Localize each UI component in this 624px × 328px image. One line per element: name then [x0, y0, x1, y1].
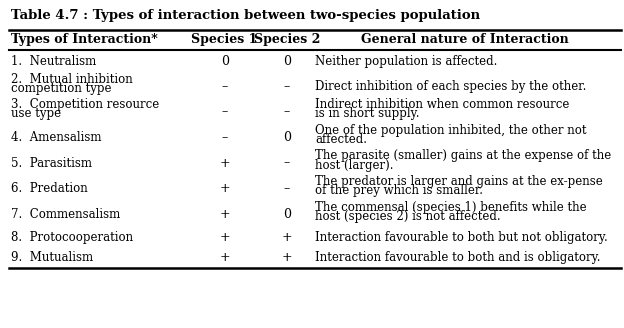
Text: –: – [222, 105, 228, 118]
Text: Species 2: Species 2 [254, 33, 320, 46]
Text: 0: 0 [283, 208, 291, 221]
Text: 8.  Protocooperation: 8. Protocooperation [11, 231, 134, 244]
Text: 0: 0 [221, 55, 228, 68]
Text: Interaction favourable to both but not obligatory.: Interaction favourable to both but not o… [315, 231, 608, 244]
Text: host (larger).: host (larger). [315, 158, 394, 172]
Text: 0: 0 [283, 131, 291, 144]
Text: Table 4.7 : Types of interaction between two-species population: Table 4.7 : Types of interaction between… [11, 9, 480, 22]
Text: +: + [219, 156, 230, 170]
Text: 2.  Mutual inhibition: 2. Mutual inhibition [11, 72, 133, 86]
Text: +: + [219, 182, 230, 195]
Text: The predator is larger and gains at the ex-pense: The predator is larger and gains at the … [315, 175, 603, 188]
Text: –: – [284, 105, 290, 118]
Text: of the prey which is smaller.: of the prey which is smaller. [315, 184, 483, 197]
Text: Direct inhibition of each species by the other.: Direct inhibition of each species by the… [315, 80, 587, 93]
Text: 3.  Competition resource: 3. Competition resource [11, 98, 160, 111]
Text: The parasite (smaller) gains at the expense of the: The parasite (smaller) gains at the expe… [315, 149, 612, 162]
Text: One of the population inhibited, the other not: One of the population inhibited, the oth… [315, 124, 587, 137]
Text: affected.: affected. [315, 133, 367, 146]
Text: –: – [222, 131, 228, 144]
Text: use type: use type [11, 107, 61, 120]
Text: +: + [281, 231, 293, 244]
Text: 9.  Mutualism: 9. Mutualism [11, 251, 94, 264]
Text: Types of Interaction*: Types of Interaction* [11, 33, 158, 46]
Text: Neither population is affected.: Neither population is affected. [315, 55, 497, 68]
Text: The commensal (species 1) benefits while the: The commensal (species 1) benefits while… [315, 200, 587, 214]
Text: +: + [219, 208, 230, 221]
Text: 5.  Parasitism: 5. Parasitism [11, 156, 92, 170]
Text: 1.  Neutralism: 1. Neutralism [11, 55, 97, 68]
Text: 4.  Amensalism: 4. Amensalism [11, 131, 102, 144]
Text: +: + [281, 251, 293, 264]
Text: +: + [219, 251, 230, 264]
Text: is in short supply.: is in short supply. [315, 107, 419, 120]
Text: –: – [222, 80, 228, 93]
Text: Interaction favourable to both and is obligatory.: Interaction favourable to both and is ob… [315, 251, 601, 264]
Text: 0: 0 [283, 55, 291, 68]
Text: 7.  Commensalism: 7. Commensalism [11, 208, 120, 221]
Text: –: – [284, 80, 290, 93]
Text: 6.  Predation: 6. Predation [11, 182, 88, 195]
Text: –: – [284, 182, 290, 195]
Text: Species 1: Species 1 [192, 33, 258, 46]
Text: General nature of Interaction: General nature of Interaction [361, 33, 568, 46]
Text: –: – [284, 156, 290, 170]
Text: +: + [219, 231, 230, 244]
Text: competition type: competition type [11, 82, 112, 95]
Text: Indirect inhibition when common resource: Indirect inhibition when common resource [315, 98, 570, 111]
Text: host (species 2) is not affected.: host (species 2) is not affected. [315, 210, 500, 223]
